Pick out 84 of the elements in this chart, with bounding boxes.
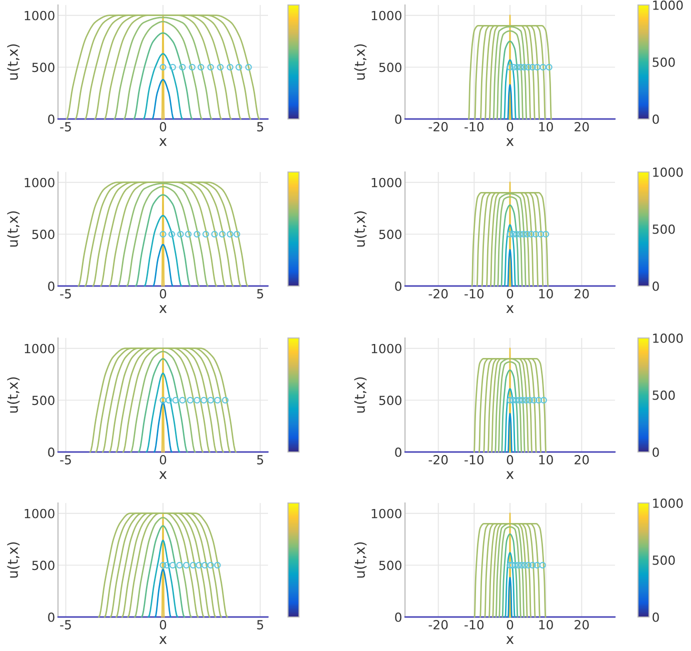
- y-tick-label: 1000: [372, 344, 402, 354]
- y-tick-label: 500: [379, 396, 402, 406]
- x-tick-label: 0: [506, 620, 514, 630]
- y-tick-label: 500: [32, 396, 54, 406]
- y-tick-label: 1000: [372, 508, 402, 518]
- color-bar-label: 1000: [653, 498, 683, 508]
- y-tick-label: 1000: [24, 178, 54, 188]
- x-tick-label: 5: [257, 455, 264, 464]
- y-tick-label: 500: [32, 560, 54, 570]
- x-axis-title: x: [506, 471, 514, 479]
- x-axis-title: x: [159, 305, 167, 313]
- x-tick-label: 10: [539, 122, 553, 132]
- y-axis-title: u(t,x): [354, 44, 367, 80]
- y-tick-label: 1000: [24, 508, 54, 518]
- color-bar-label: 0: [652, 612, 659, 622]
- x-tick-label: -5: [60, 289, 71, 298]
- y-tick-label: 0: [395, 114, 402, 124]
- y-axis-title: u(t,x): [7, 211, 20, 247]
- x-tick-label: -5: [60, 620, 71, 630]
- color-bar-label: 0: [652, 281, 659, 291]
- x-tick-label: 0: [506, 455, 514, 464]
- x-tick-label: 20: [574, 122, 589, 132]
- x-tick-label: -5: [60, 122, 71, 132]
- y-axis-title: u(t,x): [354, 377, 367, 413]
- y-tick-label: 500: [32, 230, 54, 240]
- x-tick-label: -10: [464, 455, 484, 464]
- y-tick-label: 0: [395, 447, 402, 457]
- x-tick-label: -5: [60, 455, 71, 464]
- color-bar-label: 0: [652, 447, 659, 457]
- y-axis-title: u(t,x): [354, 542, 367, 578]
- x-tick-label: 10: [539, 455, 553, 464]
- x-tick-label: 0: [160, 455, 166, 464]
- y-tick-label: 0: [395, 281, 402, 291]
- x-tick-label: -10: [464, 620, 484, 630]
- color-bar-label: 1000: [653, 333, 683, 343]
- x-tick-label: 0: [160, 122, 166, 132]
- y-tick-label: 0: [48, 114, 54, 124]
- x-tick-label: 0: [160, 289, 166, 298]
- x-tick-label: 10: [539, 620, 553, 630]
- y-tick-label: 1000: [372, 178, 402, 188]
- x-tick-label: 0: [160, 620, 166, 630]
- x-tick-label: -10: [464, 289, 484, 298]
- x-tick-label: 5: [257, 620, 264, 630]
- y-tick-label: 500: [379, 62, 402, 72]
- x-tick-label: 10: [539, 289, 553, 298]
- x-tick-label: 20: [574, 455, 589, 464]
- color-bar-label: 0: [652, 114, 659, 124]
- x-axis-title: x: [506, 305, 514, 313]
- x-axis-title: x: [159, 636, 167, 644]
- color-bar-label: 500: [652, 555, 675, 565]
- x-axis-title: x: [506, 636, 514, 644]
- x-tick-label: -20: [428, 455, 448, 464]
- color-bar-label: 500: [652, 224, 675, 234]
- color-bar-label: 500: [652, 57, 675, 67]
- color-bar-label: 1000: [653, 167, 683, 177]
- x-tick-label: 0: [506, 122, 514, 132]
- y-tick-label: 0: [48, 447, 54, 457]
- x-tick-label: 5: [257, 122, 264, 132]
- y-axis-title: u(t,x): [354, 211, 367, 247]
- y-tick-label: 500: [379, 230, 402, 240]
- x-tick-label: 5: [257, 289, 264, 298]
- y-tick-label: 0: [395, 612, 402, 622]
- x-axis-title: x: [159, 138, 167, 146]
- y-tick-label: 1000: [24, 344, 54, 354]
- x-tick-label: 0: [506, 289, 514, 298]
- y-tick-label: 1000: [372, 10, 402, 20]
- x-tick-label: 20: [574, 620, 589, 630]
- x-tick-label: -10: [464, 122, 484, 132]
- y-tick-label: 0: [48, 612, 54, 622]
- y-tick-label: 1000: [24, 10, 54, 20]
- y-tick-label: 0: [48, 281, 54, 291]
- y-axis-title: u(t,x): [7, 542, 20, 578]
- x-tick-label: 20: [574, 289, 589, 298]
- y-tick-label: 500: [379, 560, 402, 570]
- x-tick-label: -20: [428, 122, 448, 132]
- x-axis-title: x: [506, 138, 514, 146]
- color-bar-label: 500: [652, 390, 675, 400]
- y-axis-title: u(t,x): [7, 44, 20, 80]
- x-tick-label: -20: [428, 289, 448, 298]
- x-tick-label: -20: [428, 620, 448, 630]
- x-axis-title: x: [159, 471, 167, 479]
- color-bar-label: 1000: [653, 0, 683, 10]
- y-tick-label: 500: [32, 62, 54, 72]
- y-axis-title: u(t,x): [7, 377, 20, 413]
